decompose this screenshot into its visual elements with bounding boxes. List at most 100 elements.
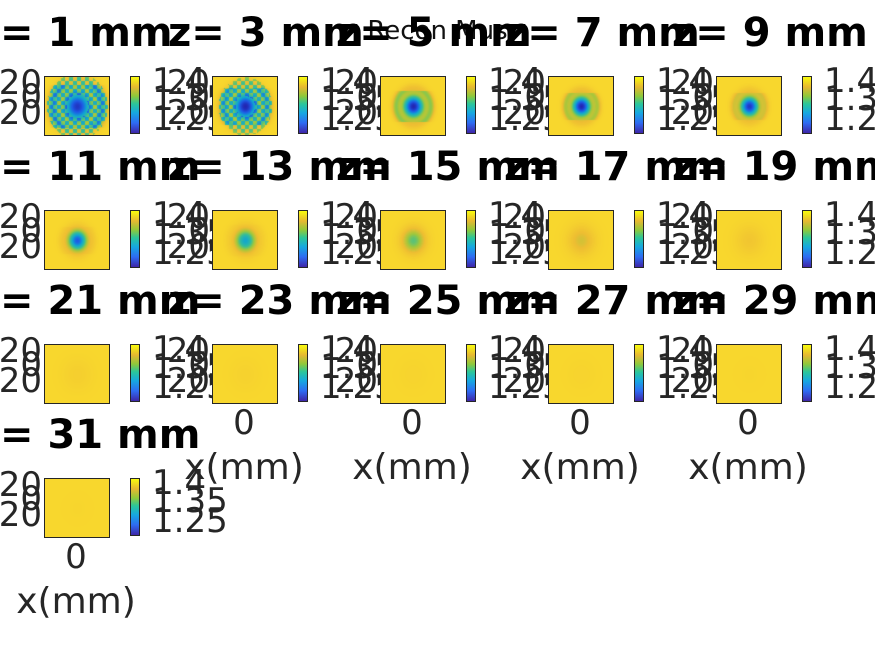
- y-tick-label: 20: [0, 63, 42, 103]
- y-tick-label: 20: [166, 63, 210, 103]
- x-axis-label: x(mm): [352, 447, 472, 488]
- colorbar-tick-label: 1.35: [824, 213, 875, 253]
- colorbar-tick-label: 1.4: [320, 195, 375, 235]
- y-tick-label: 0: [692, 345, 714, 385]
- y-tick-label: 20: [166, 227, 210, 267]
- x-tick-label: 0: [569, 403, 591, 443]
- panel-title: z= 9 mm: [672, 10, 868, 56]
- heatmap-panel: z= 17 mm 20 0 20 1.4 1.35 1.25: [503, 144, 732, 270]
- x-tick-label: 0: [401, 403, 423, 443]
- y-tick-label: 20: [502, 361, 546, 401]
- colorbar-tick-label: 1.4: [152, 61, 207, 101]
- colorbar: [634, 210, 644, 268]
- colorbar-tick-label: 1.25: [824, 367, 875, 407]
- y-tick-label: 0: [188, 211, 210, 251]
- y-tick-label: 20: [0, 331, 42, 371]
- y-tick-label: 0: [524, 345, 546, 385]
- colorbar-tick-label: 1.35: [152, 481, 228, 521]
- heatmap-panel: z= 27 mm 20 0 20 1.4 1.35 1.25 0 x(mm): [503, 278, 732, 486]
- colorbar: [298, 210, 308, 268]
- y-tick-label: 20: [0, 227, 42, 267]
- y-tick-label: 20: [670, 93, 714, 133]
- colorbar: [466, 210, 476, 268]
- colorbar-tick-label: 1.4: [488, 195, 543, 235]
- panel-title: = 31 mm: [0, 412, 201, 458]
- x-tick-label: 0: [737, 403, 759, 443]
- colorbar-tick-label: 1.4: [152, 195, 207, 235]
- y-tick-label: 20: [334, 331, 378, 371]
- heatmap-image: [212, 210, 278, 270]
- panel-title: z= 23 mm: [168, 278, 392, 324]
- heatmap-image: [44, 76, 110, 136]
- panel-title: z= 27 mm: [504, 278, 728, 324]
- y-tick-label: 20: [334, 197, 378, 237]
- panel-title: z= 7 mm: [504, 10, 700, 56]
- colorbar: [466, 76, 476, 134]
- y-tick-label: 20: [166, 197, 210, 237]
- y-tick-label: 20: [334, 361, 378, 401]
- colorbar: [802, 344, 812, 402]
- y-tick-label: 20: [166, 331, 210, 371]
- y-tick-label: 20: [0, 361, 42, 401]
- colorbar-tick-label: 1.4: [656, 329, 711, 369]
- colorbar-tick-label: 1.4: [320, 329, 375, 369]
- panel-title: = 1 mm: [0, 10, 173, 56]
- colorbar: [634, 344, 644, 402]
- colorbar-tick-label: 1.4: [656, 61, 711, 101]
- y-tick-label: 20: [0, 495, 42, 535]
- colorbar-tick-label: 1.4: [824, 329, 875, 369]
- y-tick-label: 0: [356, 77, 378, 117]
- y-tick-label: 20: [334, 227, 378, 267]
- colorbar: [802, 76, 812, 134]
- y-tick-label: 20: [670, 197, 714, 237]
- x-tick-label: 0: [65, 537, 87, 577]
- panel-title: z= 3 mm: [168, 10, 364, 56]
- colorbar: [634, 76, 644, 134]
- colorbar-tick-label: 1.4: [488, 329, 543, 369]
- y-tick-label: 20: [670, 227, 714, 267]
- y-tick-label: 20: [166, 93, 210, 133]
- panel-title: = 21 mm: [0, 278, 201, 324]
- y-tick-label: 0: [356, 211, 378, 251]
- heatmap-image: [548, 210, 614, 270]
- heatmap-image: [212, 344, 278, 404]
- heatmap-image: [44, 478, 110, 538]
- heatmap-image: [380, 344, 446, 404]
- y-tick-label: 20: [502, 331, 546, 371]
- x-axis-label: x(mm): [184, 447, 304, 488]
- x-tick-label: 0: [233, 403, 255, 443]
- colorbar: [130, 210, 140, 268]
- y-tick-label: 20: [334, 93, 378, 133]
- y-tick-label: 20: [502, 63, 546, 103]
- y-tick-label: 20: [0, 93, 42, 133]
- figure-title: Recon Mus: [367, 16, 508, 46]
- y-tick-label: 20: [502, 197, 546, 237]
- colorbar-tick-label: 1.25: [152, 501, 228, 541]
- y-tick-label: 0: [356, 345, 378, 385]
- heatmap-panel: z= 3 mm 20 0 20 1.4 1.35 1.25: [167, 10, 396, 136]
- colorbar: [298, 344, 308, 402]
- colorbar: [130, 344, 140, 402]
- y-tick-label: 0: [20, 77, 42, 117]
- y-tick-label: 20: [670, 63, 714, 103]
- y-tick-label: 0: [20, 479, 42, 519]
- heatmap-image: [44, 210, 110, 270]
- heatmap-image: [716, 344, 782, 404]
- colorbar-tick-label: 1.4: [152, 463, 207, 503]
- colorbar-tick-label: 1.4: [824, 195, 875, 235]
- x-axis-label: x(mm): [688, 447, 808, 488]
- heatmap-panel: z= 23 mm 20 0 20 1.4 1.35 1.25 0 x(mm): [167, 278, 396, 486]
- panel-title: z= 19 mm: [672, 144, 875, 190]
- y-tick-label: 20: [166, 361, 210, 401]
- heatmap-image: [212, 76, 278, 136]
- colorbar-tick-label: 1.4: [824, 61, 875, 101]
- y-tick-label: 20: [0, 465, 42, 505]
- heatmap-panel: z= 13 mm 20 0 20 1.4 1.35 1.25: [167, 144, 396, 270]
- heatmap-image: [716, 76, 782, 136]
- colorbar-tick-label: 1.25: [824, 233, 875, 273]
- colorbar: [466, 344, 476, 402]
- heatmap-panel: z= 15 mm 20 0 20 1.4 1.35 1.25: [335, 144, 564, 270]
- x-axis-label: x(mm): [16, 581, 136, 622]
